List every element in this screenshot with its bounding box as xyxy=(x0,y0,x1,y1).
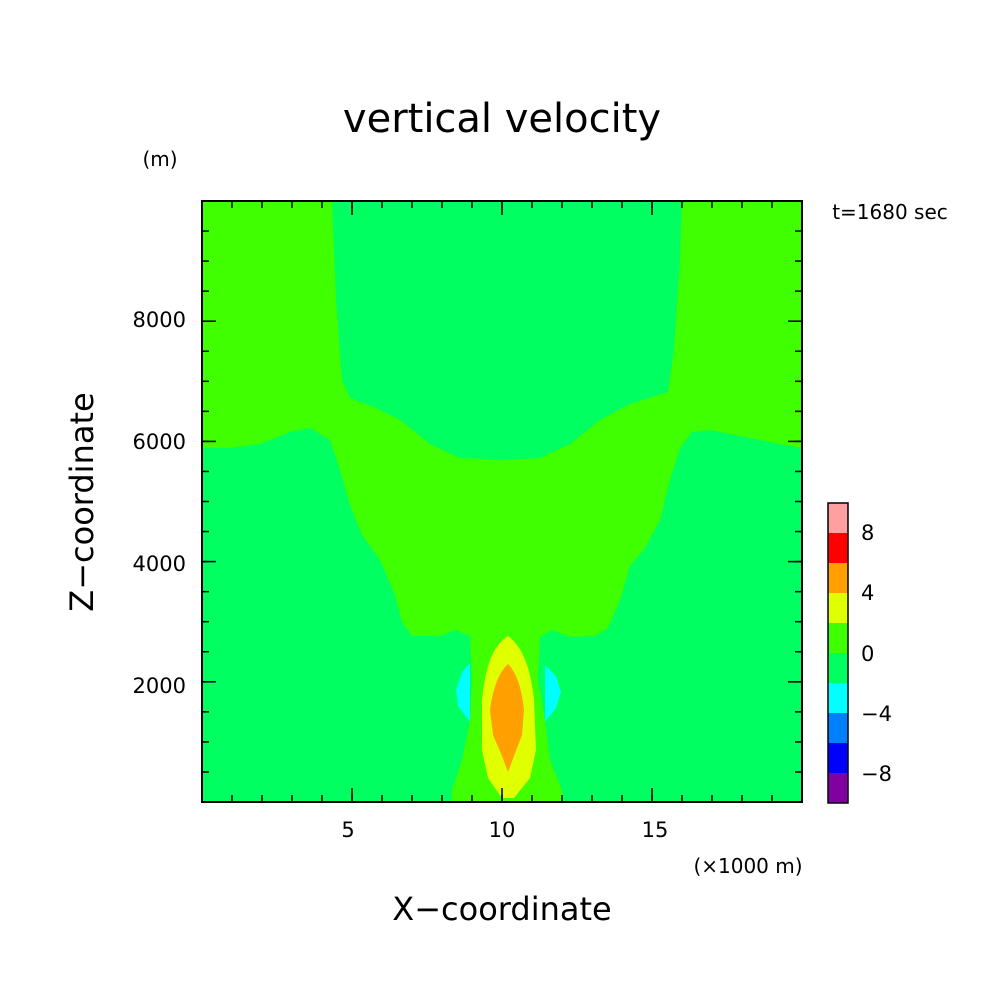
colorbar-segment-0-2 xyxy=(828,623,848,653)
colorbar-segment-neg10-neg8 xyxy=(828,773,848,803)
x-axis-label: X−coordinate xyxy=(392,890,611,928)
y-tick-label-2000: 2000 xyxy=(133,674,186,698)
colorbar-label-0: 0 xyxy=(861,642,874,666)
colorbar-segment-2-4 xyxy=(828,593,848,623)
colorbar-segment-neg2-0 xyxy=(828,653,848,683)
colorbar-label-neg8: −8 xyxy=(861,762,892,786)
colorbar-label-neg4: −4 xyxy=(861,702,892,726)
y-tick-label-8000: 8000 xyxy=(133,308,186,332)
colorbar-label-8: 8 xyxy=(861,521,874,545)
time-label: t=1680 sec xyxy=(832,200,948,224)
colorbar: 8 4 0 −4 −8 xyxy=(827,502,892,804)
y-unit-label: (m) xyxy=(142,147,177,171)
y-tick-label-4000: 4000 xyxy=(133,552,186,576)
x-tick-label-10: 10 xyxy=(489,818,516,842)
y-tick-label-6000: 6000 xyxy=(133,430,186,454)
x-unit-label: (×1000 m) xyxy=(693,854,802,878)
y-axis-label: Z−coordinate xyxy=(63,392,101,611)
chart-title: vertical velocity xyxy=(343,96,661,142)
colorbar-segment-6-8 xyxy=(828,533,848,563)
colorbar-frame xyxy=(827,502,849,804)
downdraft-region-left xyxy=(456,663,470,722)
plume-region-pos0-2 xyxy=(202,201,802,802)
downdraft-region-right xyxy=(545,665,561,722)
colorbar-segment-4-6 xyxy=(828,563,848,593)
plot-area xyxy=(201,200,803,803)
colorbar-segment-neg8-neg6 xyxy=(828,743,848,773)
colorbar-segment-neg4-neg2 xyxy=(828,683,848,713)
colorbar-segment-8-10 xyxy=(828,503,848,533)
colorbar-label-4: 4 xyxy=(861,581,874,605)
x-tick-label-15: 15 xyxy=(642,818,669,842)
x-tick-label-5: 5 xyxy=(341,818,354,842)
updraft-region-4-6 xyxy=(490,664,524,772)
colorbar-segment-neg6-neg4 xyxy=(828,713,848,743)
major-ticks xyxy=(202,201,802,802)
